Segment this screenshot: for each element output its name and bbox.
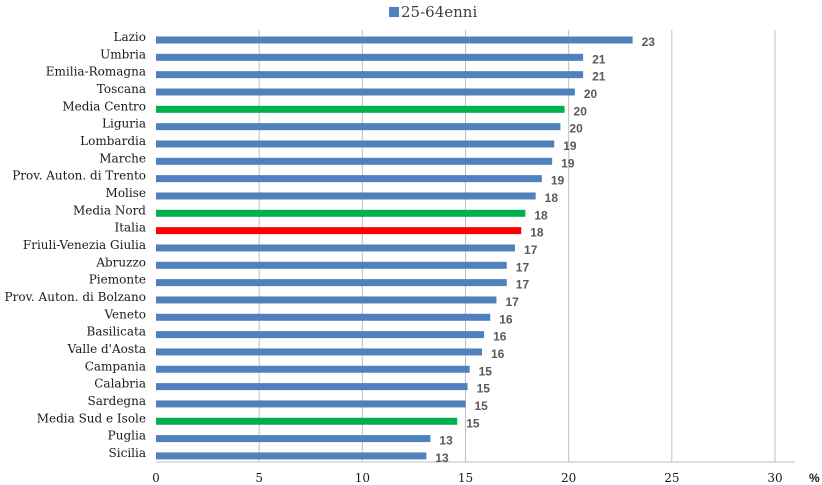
value-labels: 23 21 21 20 20 20 19 19 19 18 18 18 17 17 17 17 16 16 16 15… (435, 35, 655, 465)
data-label: 15 (475, 399, 489, 413)
data-label: 19 (551, 174, 565, 188)
bar (156, 123, 561, 131)
bar (156, 400, 466, 408)
data-label: 17 (516, 278, 530, 292)
data-label: 21 (592, 52, 606, 66)
data-label: 16 (491, 347, 505, 361)
category-label: Abruzzo (95, 255, 146, 269)
data-label: 19 (561, 156, 575, 170)
data-label: 18 (530, 226, 544, 240)
bar (156, 261, 507, 269)
bar (156, 365, 470, 373)
data-label: 17 (524, 243, 538, 257)
category-label: Sardegna (88, 394, 146, 408)
bar (156, 88, 575, 96)
category-label: Prov. Auton. di Trento (12, 169, 146, 183)
bar (156, 36, 633, 44)
x-tick-labels: 0 5 10 15 20 25 30 (152, 471, 782, 485)
bar (156, 105, 565, 113)
data-label: 20 (584, 87, 598, 101)
category-label: Friuli-Venezia Giulia (23, 238, 146, 252)
category-label: Veneto (103, 307, 146, 321)
bar (156, 383, 468, 391)
category-label: Lazio (113, 30, 146, 44)
category-label: Media Nord (73, 203, 146, 217)
data-label: 15 (466, 416, 480, 430)
category-label: Liguria (102, 117, 146, 131)
data-label: 13 (435, 451, 449, 465)
bar (156, 279, 507, 287)
x-tick-label: 5 (255, 471, 263, 485)
data-label: 17 (516, 260, 530, 274)
x-axis-unit: % (809, 471, 820, 485)
legend-label: 25-64enni (401, 3, 477, 21)
data-label: 17 (505, 295, 519, 309)
bar (156, 331, 485, 339)
bar (156, 192, 536, 200)
bar (156, 296, 497, 304)
data-label: 18 (534, 208, 548, 222)
category-label: Prov. Auton. di Bolzano (5, 290, 146, 304)
bar (156, 175, 542, 183)
bar (156, 227, 522, 235)
data-label: 20 (569, 122, 583, 136)
x-tick-label: 20 (561, 471, 576, 485)
bar (156, 53, 584, 61)
bar (156, 71, 584, 79)
category-label: Italia (114, 221, 146, 235)
data-label: 19 (563, 139, 577, 153)
category-label: Toscana (97, 82, 146, 96)
bars (156, 36, 633, 460)
data-label: 18 (545, 191, 559, 205)
bar (156, 244, 516, 252)
data-label: 21 (592, 70, 606, 84)
category-label: Media Centro (62, 99, 146, 113)
category-label: Campania (85, 359, 146, 373)
data-label: 15 (479, 364, 493, 378)
category-label: Media Sud e Isole (37, 411, 146, 425)
x-tick-label: 15 (458, 471, 473, 485)
bar (156, 348, 483, 356)
bar (156, 157, 553, 165)
bar (156, 209, 526, 217)
gridlines (156, 30, 795, 463)
category-label: Sicilia (109, 446, 146, 460)
category-label: Calabria (94, 377, 146, 391)
legend: 25-64enni (389, 3, 477, 21)
data-label: 16 (499, 312, 513, 326)
bar (156, 417, 458, 425)
data-label: 16 (493, 330, 507, 344)
bar (156, 313, 491, 321)
data-label: 23 (642, 35, 656, 49)
data-label: 20 (574, 104, 588, 118)
data-label: 13 (439, 434, 453, 448)
legend-swatch (389, 7, 399, 17)
data-label: 15 (477, 382, 491, 396)
bar (156, 452, 427, 460)
category-label: Valle d'Aosta (67, 342, 146, 356)
category-label: Molise (106, 186, 146, 200)
category-labels: Lazio Umbria Emilia-Romagna Toscana Media Ce… (5, 30, 147, 460)
category-label: Basilicata (87, 325, 147, 339)
bar (156, 435, 431, 443)
category-label: Marche (99, 151, 146, 165)
category-label: Piemonte (89, 273, 146, 287)
x-tick-label: 0 (152, 471, 160, 485)
bar (156, 140, 555, 148)
category-label: Umbria (100, 47, 146, 61)
category-label: Lombardia (80, 134, 146, 148)
category-label: Puglia (108, 429, 146, 443)
x-tick-label: 10 (355, 471, 370, 485)
x-tick-label: 30 (767, 471, 782, 485)
x-tick-label: 25 (664, 471, 679, 485)
category-label: Emilia-Romagna (46, 65, 146, 79)
